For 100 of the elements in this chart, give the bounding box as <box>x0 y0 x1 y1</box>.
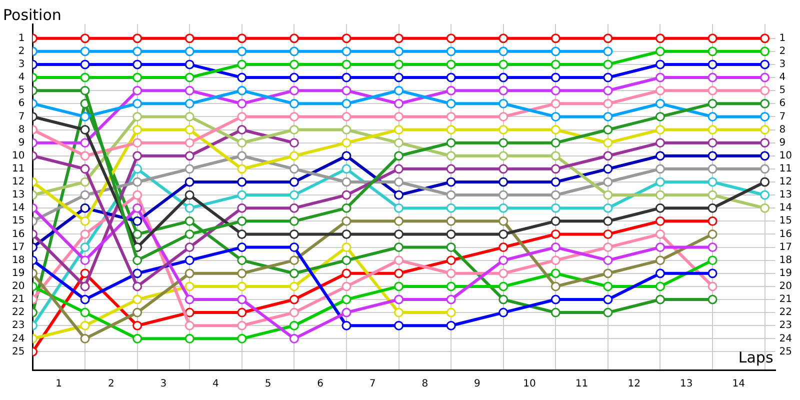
point <box>446 190 456 200</box>
point <box>394 34 404 44</box>
y2-tick-label: 25 <box>779 346 792 358</box>
point <box>708 125 718 135</box>
point <box>394 112 404 122</box>
point <box>394 138 404 148</box>
point <box>237 125 247 135</box>
point <box>237 320 247 330</box>
y-tick-label: 7 <box>18 111 25 122</box>
point <box>603 282 613 292</box>
y2-tick-label: 16 <box>779 228 792 240</box>
point <box>237 242 247 252</box>
point <box>550 229 560 239</box>
point <box>394 203 404 213</box>
point <box>80 190 90 200</box>
x-tick-label: 3 <box>160 378 167 390</box>
point <box>184 294 194 304</box>
point <box>394 151 404 161</box>
point <box>498 256 508 266</box>
y2-tick-label: 22 <box>779 307 792 318</box>
point <box>760 46 770 56</box>
point <box>132 112 142 122</box>
y-tick-label: 4 <box>18 72 25 84</box>
y-tick-label: 6 <box>18 98 25 110</box>
point <box>237 203 247 213</box>
point <box>132 151 142 161</box>
point <box>80 256 90 266</box>
point <box>550 46 560 56</box>
point <box>446 151 456 161</box>
point <box>184 203 194 213</box>
point <box>342 34 352 44</box>
point <box>655 138 665 148</box>
point <box>80 125 90 135</box>
point <box>237 138 247 148</box>
point <box>760 125 770 135</box>
point <box>760 112 770 122</box>
point <box>655 164 665 174</box>
point <box>289 256 299 266</box>
point <box>603 86 613 96</box>
point <box>184 320 194 330</box>
point <box>603 268 613 278</box>
point <box>342 203 352 213</box>
point <box>498 203 508 213</box>
point <box>342 216 352 226</box>
point <box>655 177 665 187</box>
point <box>603 308 613 318</box>
y-tick-label: 12 <box>12 176 25 188</box>
point <box>446 216 456 226</box>
point <box>237 86 247 96</box>
point <box>550 125 560 135</box>
x-tick-label: 11 <box>575 378 588 390</box>
point <box>498 216 508 226</box>
point <box>655 190 665 200</box>
y2-tick-label: 14 <box>779 202 792 214</box>
point <box>184 177 194 187</box>
point <box>498 138 508 148</box>
point <box>237 190 247 200</box>
point <box>498 282 508 292</box>
point <box>498 268 508 278</box>
point <box>550 294 560 304</box>
point <box>184 46 194 56</box>
point <box>237 294 247 304</box>
point <box>603 190 613 200</box>
point <box>603 229 613 239</box>
y-tick-label: 5 <box>18 85 25 96</box>
point <box>708 34 718 44</box>
point <box>708 282 718 292</box>
point <box>184 86 194 96</box>
y2-tick-label: 19 <box>779 268 792 279</box>
point <box>184 242 194 252</box>
y-tick-label: 20 <box>12 281 25 292</box>
point <box>603 256 613 266</box>
point <box>132 216 142 226</box>
point <box>603 177 613 187</box>
point <box>132 282 142 292</box>
point <box>603 46 613 56</box>
y-tick-label: 8 <box>18 124 25 136</box>
point <box>446 242 456 252</box>
point <box>394 320 404 330</box>
point <box>184 256 194 266</box>
point <box>760 86 770 96</box>
point <box>237 216 247 226</box>
point <box>655 216 665 226</box>
point <box>760 203 770 213</box>
point <box>184 282 194 292</box>
point <box>446 294 456 304</box>
point <box>132 46 142 56</box>
point <box>289 112 299 122</box>
point <box>342 72 352 82</box>
point <box>237 72 247 82</box>
point <box>550 177 560 187</box>
point <box>446 125 456 135</box>
point <box>498 242 508 252</box>
point <box>550 86 560 96</box>
point <box>184 98 194 108</box>
y-tick-label: 16 <box>12 228 25 240</box>
point <box>760 190 770 200</box>
point <box>132 60 142 70</box>
point <box>446 86 456 96</box>
point <box>132 308 142 318</box>
